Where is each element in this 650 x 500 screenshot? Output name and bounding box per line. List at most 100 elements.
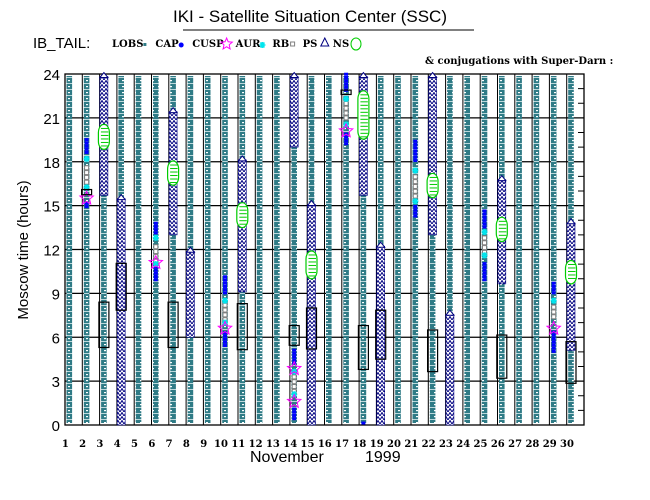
superdarn-conjugation-box bbox=[357, 324, 369, 371]
day-column-21 bbox=[412, 76, 419, 423]
lobs-bar bbox=[66, 76, 73, 423]
legend-label-aur: AUR bbox=[235, 39, 261, 50]
x-tick-label: 24 bbox=[456, 439, 470, 450]
cap-dot bbox=[153, 228, 158, 232]
superdarn-conjugation-box bbox=[167, 301, 179, 349]
lobs-square-icon bbox=[143, 43, 147, 46]
rb-square bbox=[291, 374, 297, 380]
rb-square bbox=[84, 165, 90, 171]
day-column-12 bbox=[256, 76, 263, 423]
day-column-7 bbox=[167, 76, 180, 423]
x-tick-label: 23 bbox=[439, 439, 453, 450]
lobs-bar bbox=[447, 76, 453, 423]
y-tick-label: 0 bbox=[52, 418, 60, 435]
cap-dot bbox=[344, 142, 349, 146]
lobs-bar bbox=[222, 76, 228, 423]
lobs-bar bbox=[343, 76, 349, 423]
day-column-28 bbox=[533, 76, 540, 423]
rb-square bbox=[551, 304, 557, 310]
lobs-bar bbox=[360, 76, 367, 423]
cap-dot bbox=[344, 75, 349, 79]
ns-oval bbox=[97, 123, 111, 150]
legend-prefix: IB_TAIL: bbox=[33, 35, 90, 52]
aur-asterisk-icon bbox=[343, 95, 350, 102]
day-column-20 bbox=[395, 76, 401, 423]
cap-dot bbox=[292, 355, 297, 359]
rb-square bbox=[291, 379, 297, 385]
lobs-bar bbox=[395, 76, 401, 423]
day-column-1 bbox=[66, 76, 73, 423]
ns-oval bbox=[236, 202, 249, 229]
cap-dot bbox=[84, 141, 89, 145]
day-column-19 bbox=[375, 76, 387, 426]
cap-dot bbox=[551, 288, 556, 292]
x-tick-label: 4 bbox=[114, 439, 121, 450]
rb-square bbox=[84, 170, 90, 176]
aur-asterisk-icon bbox=[412, 198, 419, 205]
ps-segment bbox=[307, 204, 316, 426]
cap-dot bbox=[344, 72, 349, 76]
day-column-5 bbox=[135, 76, 142, 423]
superdarn-conjugation-box bbox=[496, 334, 508, 379]
cap-dot bbox=[292, 348, 297, 352]
conjugation-note: & conjugations with Super-Darn : bbox=[425, 56, 613, 67]
legend-label-lobs: LOBS bbox=[112, 39, 143, 50]
superdarn-conjugation-box bbox=[115, 262, 127, 311]
day-column-8 bbox=[185, 76, 196, 423]
rb-square-icon bbox=[290, 41, 296, 47]
rb-square bbox=[343, 110, 349, 116]
cap-dot bbox=[84, 147, 89, 151]
ps-segment bbox=[186, 251, 195, 338]
ps-segment-top bbox=[185, 246, 196, 253]
cap-dot bbox=[413, 204, 418, 208]
cap-dot bbox=[413, 159, 418, 163]
x-tick-label: 29 bbox=[543, 439, 557, 450]
ps-segment-top bbox=[496, 174, 507, 182]
cap-dot bbox=[482, 265, 487, 269]
y-tick-label: 3 bbox=[52, 374, 60, 391]
ps-triangle-icon bbox=[319, 36, 330, 47]
x-tick-label: 30 bbox=[560, 439, 574, 450]
rb-square bbox=[222, 307, 228, 313]
lobs-bar bbox=[101, 76, 107, 423]
x-tick-label: 26 bbox=[491, 439, 505, 450]
ps-segment-top bbox=[237, 155, 248, 162]
cap-dot bbox=[482, 262, 487, 266]
cap-dot bbox=[84, 138, 89, 142]
rb-square bbox=[153, 244, 159, 250]
rb-square bbox=[482, 245, 487, 251]
ps-segment-top bbox=[427, 71, 438, 79]
y-axis-label: Moscow time (hours) bbox=[15, 180, 32, 319]
superdarn-conjugation-box bbox=[305, 307, 318, 350]
cap-dot bbox=[482, 212, 487, 216]
cap-dot bbox=[84, 205, 89, 209]
x-tick-label: 28 bbox=[525, 439, 539, 450]
cap-dot bbox=[413, 208, 418, 212]
aur-asterisk-icon bbox=[481, 252, 488, 259]
cap-dot bbox=[482, 209, 487, 213]
y-tick-label: 12 bbox=[43, 243, 60, 260]
rb-square bbox=[222, 312, 228, 318]
ps-segment-top bbox=[289, 71, 300, 79]
aur-asterisk-icon bbox=[481, 228, 488, 235]
cap-dot bbox=[223, 288, 227, 292]
ps-segment-top bbox=[98, 71, 109, 79]
cusp-star-icon bbox=[217, 320, 233, 336]
cap-dot bbox=[153, 221, 158, 225]
y-tick-label: 18 bbox=[43, 155, 60, 172]
ps-segment-top bbox=[444, 309, 455, 316]
lobs-bar bbox=[170, 76, 176, 423]
legend-label-cap: CAP bbox=[155, 39, 179, 50]
cap-dot bbox=[223, 291, 227, 295]
rb-square bbox=[84, 174, 90, 180]
day-column-6 bbox=[147, 76, 164, 423]
day-column-25 bbox=[481, 76, 488, 423]
cusp-star-icon bbox=[286, 360, 303, 376]
cap-dot bbox=[482, 222, 487, 226]
day-column-14 bbox=[286, 71, 303, 423]
y-tick-label: 9 bbox=[52, 286, 60, 303]
cap-dot bbox=[482, 215, 487, 219]
day-column-10 bbox=[217, 76, 233, 423]
ps-segment-top bbox=[358, 71, 369, 79]
cap-dot bbox=[551, 343, 556, 347]
